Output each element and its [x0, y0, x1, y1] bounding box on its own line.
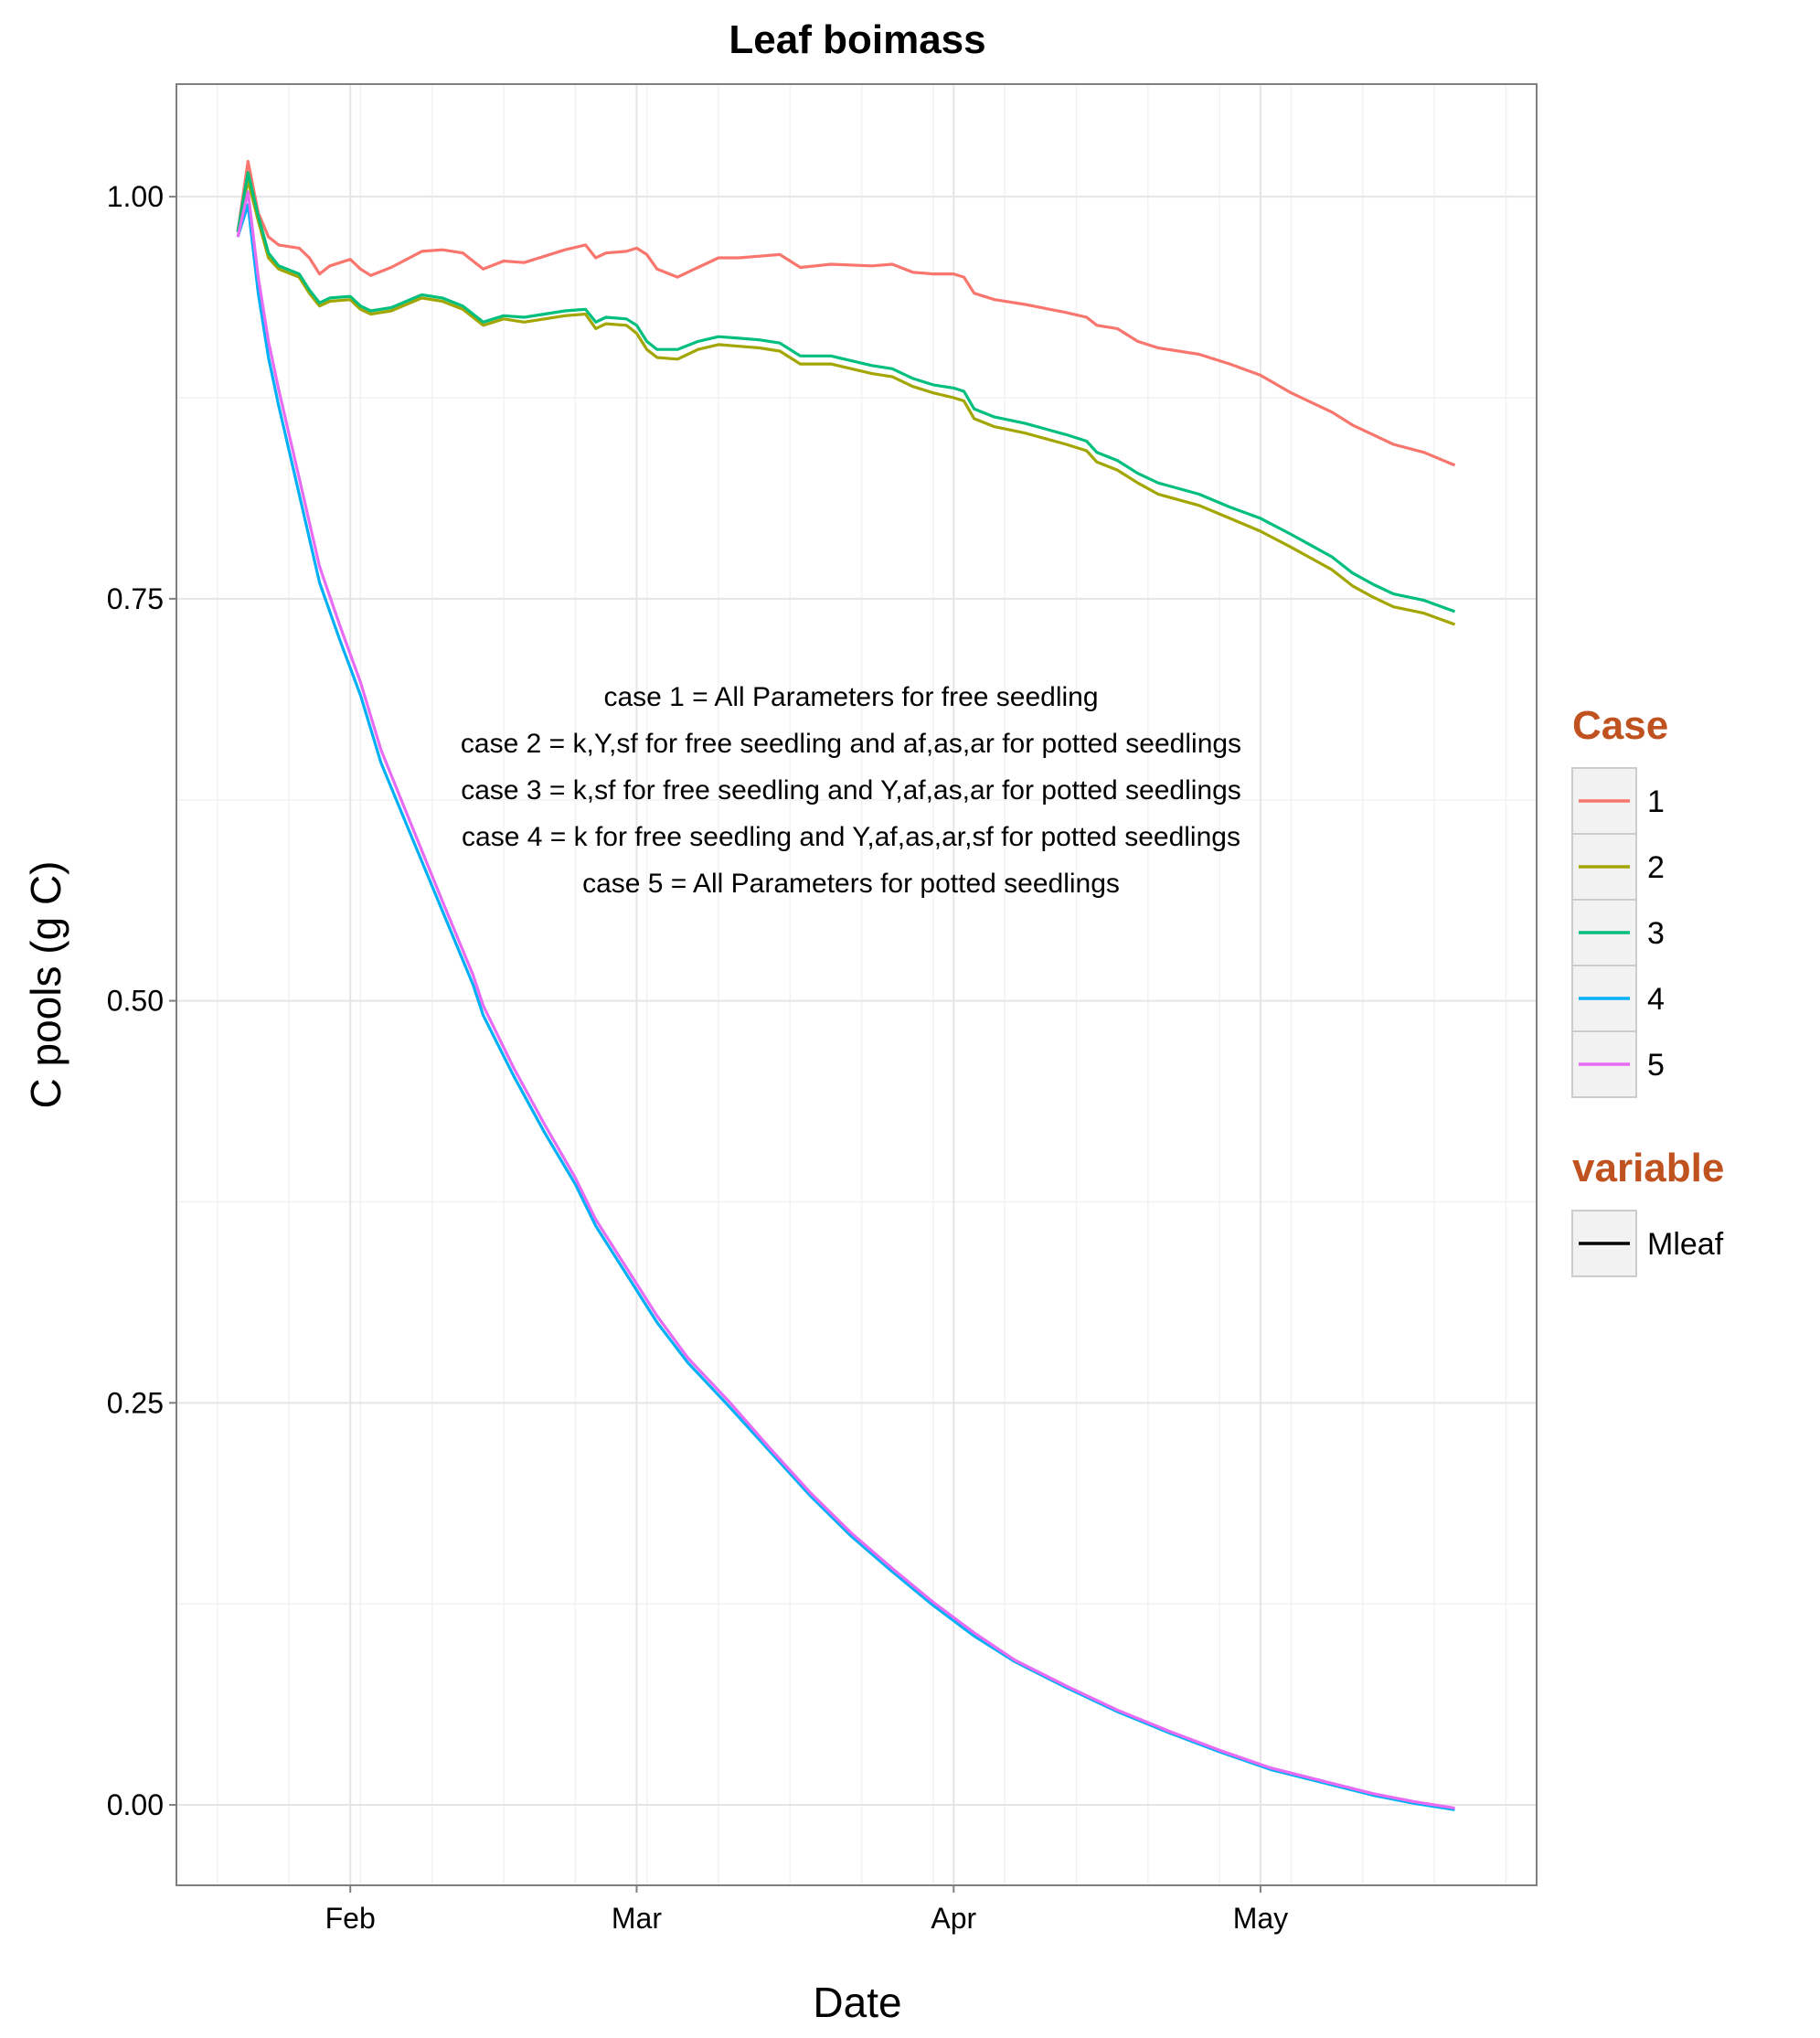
y-axis-title: C pools (g C) [22, 861, 69, 1109]
plot-panel [176, 84, 1537, 1885]
y-tick-label: 0.75 [107, 582, 164, 615]
grid-minor [176, 84, 1537, 1885]
legend-label: Mleaf [1647, 1227, 1724, 1262]
series-line-case-2 [236, 178, 1456, 626]
annotation-case-5: case 5 = All Parameters for potted seedl… [582, 869, 1120, 899]
y-tick-label: 1.00 [107, 180, 164, 213]
x-axis: Feb Mar Apr May [325, 1885, 1288, 1935]
legend-label: 2 [1647, 850, 1665, 885]
x-tick-label: Mar [612, 1902, 662, 1935]
x-tick-label: May [1233, 1902, 1288, 1935]
annotation-case-1: case 1 = All Parameters for free seedlin… [603, 682, 1098, 712]
y-axis: 0.00 0.25 0.50 0.75 1.00 [107, 180, 176, 1821]
plot-panel-border [176, 83, 1538, 1886]
series-line-case-5 [236, 190, 1455, 1810]
annotation-case-3: case 3 = k,sf for free seedling and Y,af… [461, 775, 1241, 806]
x-axis-title: Date [813, 1979, 901, 2026]
grid-major [176, 84, 1537, 1885]
annotations: case 1 = All Parameters for free seedlin… [461, 682, 1241, 899]
series-line-case-3 [236, 171, 1456, 614]
legend: Case 1 2 3 4 5 variable Mleaf [1571, 703, 1724, 1277]
chart-title: Leaf boimass [729, 17, 985, 62]
annotation-case-4: case 4 = k for free seedling and Y,af,as… [462, 822, 1240, 852]
series-layer [236, 159, 1456, 1811]
legend-label: 5 [1647, 1048, 1665, 1083]
y-tick-label: 0.00 [107, 1788, 164, 1821]
legend-title: variable [1572, 1146, 1724, 1190]
series-line-case-4 [236, 203, 1455, 1811]
x-tick-label: Feb [325, 1902, 376, 1935]
x-tick-label: Apr [931, 1902, 976, 1935]
annotation-case-2: case 2 = k,Y,sf for free seedling and af… [461, 729, 1241, 759]
legend-title: Case [1572, 703, 1668, 748]
y-tick-label: 0.50 [107, 985, 164, 1018]
plot-panel-background [176, 84, 1537, 1885]
y-tick-label: 0.25 [107, 1386, 164, 1419]
series-line-case-1 [236, 159, 1456, 467]
legend-label: 4 [1647, 982, 1665, 1017]
legend-label: 3 [1647, 916, 1665, 951]
legend-label: 1 [1647, 784, 1665, 819]
